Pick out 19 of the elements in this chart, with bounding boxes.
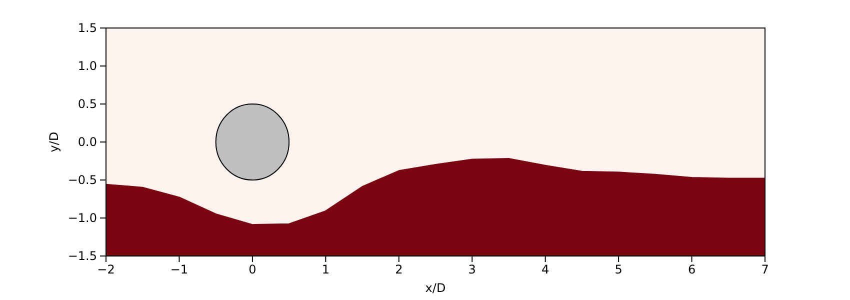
y-tick-label: 1.0 bbox=[78, 58, 97, 73]
y-tick-label: −1.5 bbox=[68, 248, 97, 263]
y-tick-label: −1.0 bbox=[68, 210, 97, 225]
y-axis-title: y/D bbox=[47, 132, 61, 152]
x-tick-label: 5 bbox=[614, 262, 622, 277]
x-tick-label: 1 bbox=[322, 262, 330, 277]
y-tick-label: 0.5 bbox=[78, 96, 97, 111]
x-tick-label: 2 bbox=[395, 262, 403, 277]
x-axis-title: x/D bbox=[425, 281, 446, 295]
x-tick-label: 7 bbox=[761, 262, 769, 277]
x-tick-label: 6 bbox=[688, 262, 696, 277]
y-tick-label: 1.5 bbox=[78, 20, 97, 35]
x-tick-label: 0 bbox=[248, 262, 256, 277]
y-tick-label: −0.5 bbox=[68, 172, 97, 187]
x-tick-label: −1 bbox=[170, 262, 188, 277]
x-tick-label: 4 bbox=[542, 262, 550, 277]
x-tick-label: −2 bbox=[97, 262, 115, 277]
x-tick-label: 3 bbox=[468, 262, 476, 277]
y-tick-label: 0.0 bbox=[78, 134, 97, 149]
